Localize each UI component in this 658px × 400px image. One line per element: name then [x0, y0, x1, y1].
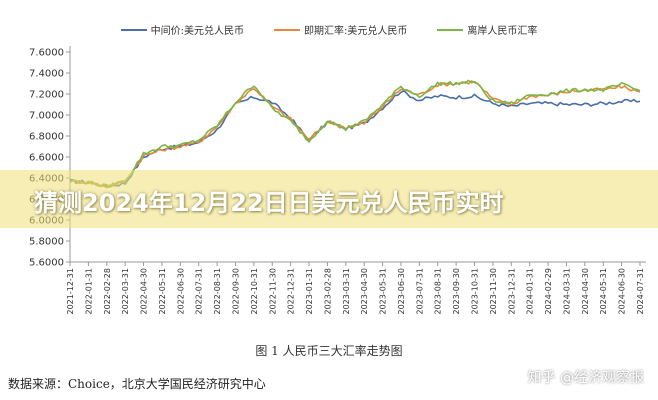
x-tick-label: 2024-04-30 [581, 268, 590, 315]
x-tick-label: 2023-06-30 [397, 268, 406, 315]
x-tick-label: 2023-01-31 [305, 268, 314, 315]
y-tick-label: 7.6000 [29, 48, 64, 59]
figure-caption: 图 1 人民币三大汇率走势图 [255, 344, 403, 358]
series-line-offshore [69, 79, 641, 188]
x-tick-label: 2023-02-28 [323, 268, 332, 315]
x-tick-label: 2023-05-31 [379, 268, 388, 315]
x-tick-label: 2023-03-31 [342, 268, 351, 315]
x-tick-label: 2022-12-31 [287, 268, 296, 315]
legend-item-offshore: 离岸人民币汇率 [437, 22, 537, 37]
x-tick-label: 2023-09-30 [452, 268, 461, 315]
legend-item-spot: 即期汇率:美元兑人民币 [274, 22, 407, 37]
y-tick-label: 7.0000 [29, 111, 64, 122]
title-banner [0, 170, 658, 228]
legend-label: 离岸人民币汇率 [467, 26, 538, 37]
x-tick-label: 2023-08-31 [434, 268, 443, 315]
x-tick-label: 2022-01-31 [84, 268, 93, 315]
x-tick-label: 2023-12-31 [507, 268, 516, 315]
y-tick-label: 5.6000 [29, 258, 64, 269]
x-tick-label: 2024-02-29 [544, 268, 553, 315]
x-tick-label: 2023-10-31 [471, 268, 480, 315]
chart-legend: 中间价:美元兑人民币 即期汇率:美元兑人民币 离岸人民币汇率 [0, 22, 658, 37]
legend-swatch [274, 28, 300, 31]
y-tick-label: 7.2000 [29, 90, 64, 101]
x-tick-label: 2022-05-31 [158, 268, 167, 315]
banner-title: 猜测2024年12月22日日美元兑人民币实时 [34, 189, 504, 217]
x-tick-label: 2022-03-31 [121, 268, 130, 315]
x-tick-label: 2024-01-31 [526, 268, 535, 315]
x-tick-label: 2022-08-31 [213, 268, 222, 315]
legend-swatch [120, 28, 147, 31]
x-tick-label: 2024-06-30 [618, 268, 627, 315]
watermark-text: 知乎 @经济观察报 [527, 370, 644, 386]
x-tick-label: 2022-11-30 [268, 268, 277, 315]
y-tick-label: 5.8000 [29, 237, 64, 248]
x-tick-label: 2023-04-30 [360, 268, 369, 315]
x-tick-label: 2022-10-31 [250, 268, 259, 315]
x-tick-label: 2022-09-30 [231, 268, 240, 315]
x-tick-label: 2022-02-28 [103, 268, 112, 315]
legend-swatch [437, 28, 464, 31]
x-tick-label: 2023-11-30 [489, 268, 498, 315]
y-tick-label: 6.6000 [29, 153, 64, 164]
legend-label: 即期汇率:美元兑人民币 [304, 26, 408, 37]
data-source: 数据来源：Choice，北京大学国民经济研究中心 [8, 377, 266, 391]
x-tick-label: 2024-07-31 [636, 268, 645, 315]
x-tick-label: 2021-12-31 [66, 268, 75, 315]
x-tick-label: 2022-04-30 [140, 268, 149, 315]
x-tick-label: 2024-05-31 [599, 268, 608, 315]
legend-label: 中间价:美元兑人民币 [150, 26, 244, 37]
x-tick-label: 2022-07-31 [195, 268, 204, 315]
x-tick-label: 2022-06-30 [176, 268, 185, 315]
legend-item-mid: 中间价:美元兑人民币 [120, 22, 244, 37]
y-tick-label: 6.8000 [29, 132, 64, 143]
x-tick-label: 2023-07-31 [415, 268, 424, 315]
x-tick-label: 2024-03-31 [562, 268, 571, 315]
y-tick-label: 7.4000 [29, 69, 64, 80]
